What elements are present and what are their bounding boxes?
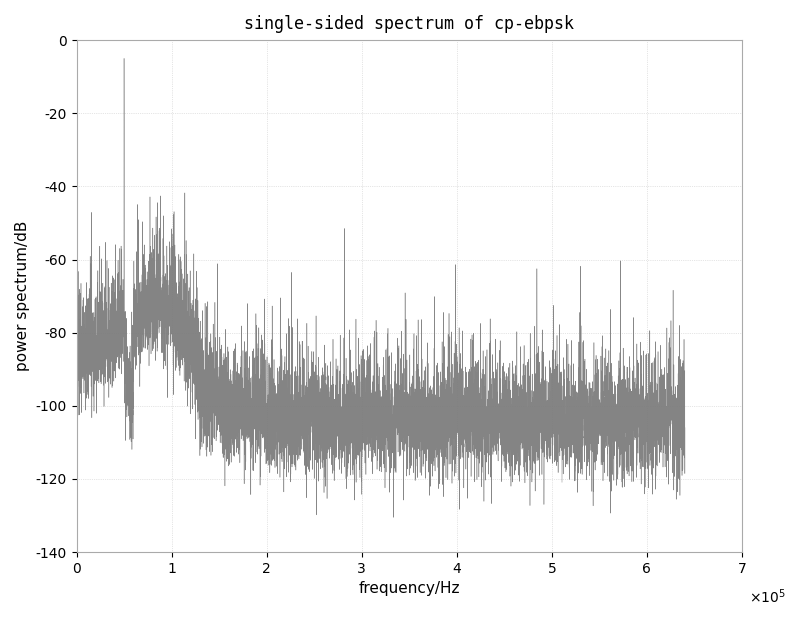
Y-axis label: power spectrum/dB: power spectrum/dB: [15, 221, 30, 371]
Text: $\times 10^5$: $\times 10^5$: [749, 588, 786, 607]
Title: single-sided spectrum of cp-ebpsk: single-sided spectrum of cp-ebpsk: [244, 15, 574, 33]
X-axis label: frequency/Hz: frequency/Hz: [358, 581, 460, 596]
